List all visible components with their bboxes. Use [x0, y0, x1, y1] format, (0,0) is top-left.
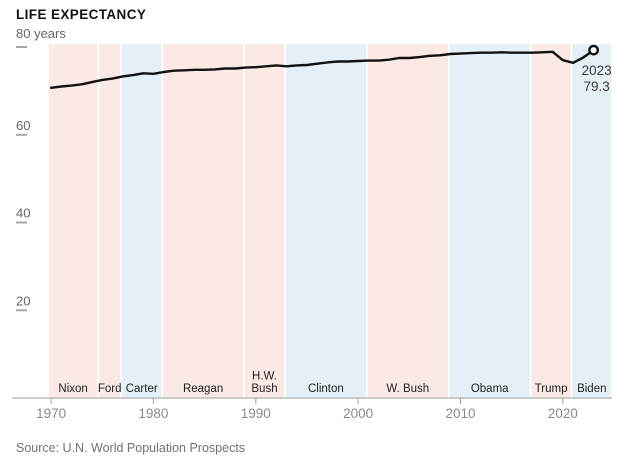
president-label-trump: Trump	[535, 383, 568, 395]
y-axis-top-label: 80 years	[16, 26, 66, 41]
x-tick-label-2020: 2020	[548, 406, 578, 421]
president-label-clinton: Clinton	[308, 383, 344, 395]
president-label-h-w-bush-line1: H.W.	[252, 371, 277, 383]
president-band-reagan	[162, 44, 244, 398]
president-label-w-bush: W. Bush	[386, 383, 429, 395]
end-point-marker	[588, 44, 599, 56]
annotation-value: 79.3	[583, 79, 609, 94]
president-band-carter	[122, 44, 162, 398]
president-band-trump	[531, 44, 571, 398]
president-band-clinton	[285, 44, 367, 398]
life-expectancy-line	[49, 48, 595, 89]
president-band-obama	[449, 44, 530, 398]
x-tick-label-1970: 1970	[36, 406, 66, 421]
y-tick-label-20: 20	[16, 293, 30, 308]
president-band-h-w-bush	[244, 44, 285, 398]
x-tick-label-1980: 1980	[138, 406, 168, 421]
y-tick-label-60: 60	[16, 118, 30, 133]
president-label-carter: Carter	[126, 383, 158, 395]
y-tick-label-40: 40	[16, 206, 30, 221]
chart-title: LIFE EXPECTANCY	[16, 7, 147, 22]
president-label-obama: Obama	[471, 383, 509, 395]
x-tick-label-1990: 1990	[241, 406, 271, 421]
president-band-nixon	[48, 44, 98, 398]
president-band-ford	[99, 44, 121, 398]
president-label-h-w-bush-line2: Bush	[251, 383, 277, 395]
president-label-biden: Biden	[577, 383, 606, 395]
president-band-biden	[572, 44, 612, 398]
x-tick-label-2000: 2000	[343, 406, 373, 421]
president-band-w-bush	[367, 44, 448, 398]
source-note: Source: U.N. World Population Prospects	[16, 441, 246, 455]
annotation-year: 2023	[582, 63, 612, 78]
president-label-nixon: Nixon	[58, 383, 87, 395]
x-tick-label-2010: 2010	[445, 406, 475, 421]
president-label-reagan: Reagan	[183, 383, 223, 395]
president-label-ford: Ford	[98, 383, 122, 395]
